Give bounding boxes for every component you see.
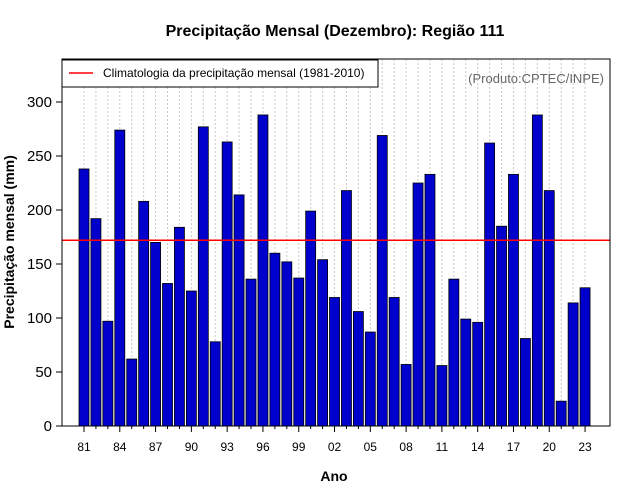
bar-16 (496, 225, 507, 427)
bar-05 (364, 331, 376, 427)
bar-18 (520, 338, 531, 427)
bar-13 (460, 318, 472, 427)
bar-99 (293, 277, 305, 427)
y-axis: 0 50 100 150 200 250 300 (27, 94, 62, 435)
bar-91 (197, 126, 209, 427)
bar-97 (269, 252, 281, 427)
x-tick-label: 87 (149, 440, 163, 454)
bar-07 (388, 297, 400, 427)
bar-84 (114, 129, 126, 427)
bar-98 (281, 261, 293, 427)
bar-02 (329, 297, 340, 427)
product-credit: (Produto:CPTEC/INPE) (468, 71, 604, 86)
x-tick-label: 93 (220, 440, 234, 454)
bar-86 (138, 200, 150, 427)
bar-22 (567, 302, 579, 427)
x-tick-label: 02 (328, 440, 342, 454)
bar-93 (221, 141, 233, 427)
x-tick-label: 90 (185, 440, 199, 454)
x-axis-label: Ano (320, 468, 347, 484)
y-tick-label: 300 (27, 94, 52, 111)
x-tick-label: 84 (113, 440, 127, 454)
bar-03 (341, 190, 352, 427)
bar-88 (162, 283, 173, 427)
x-tick-label: 05 (364, 440, 378, 454)
bar-09 (412, 182, 424, 427)
bar-83 (102, 320, 114, 427)
legend: Climatologia da precipitação mensal (198… (61, 59, 379, 88)
bar-92 (209, 341, 221, 427)
y-tick-label: 100 (27, 310, 52, 327)
bar-19 (531, 114, 543, 427)
bar-96 (257, 114, 269, 427)
x-tick-label: 11 (436, 440, 449, 454)
y-tick-label: 0 (44, 418, 52, 435)
bar-85 (126, 358, 138, 427)
y-tick-label: 250 (27, 148, 52, 165)
bar-14 (472, 321, 484, 427)
legend-label: Climatologia da precipitação mensal (198… (103, 66, 364, 80)
bar-95 (245, 278, 257, 427)
x-tick-label: 14 (471, 440, 485, 454)
x-tick-label: 99 (292, 440, 306, 454)
bar-89 (174, 226, 185, 427)
bar-21 (555, 400, 567, 427)
bar-20 (543, 190, 555, 427)
x-tick-label: 08 (399, 440, 413, 454)
bar-06 (376, 135, 388, 427)
bar-17 (508, 173, 519, 427)
bar-23 (579, 287, 591, 427)
x-tick-label: 17 (507, 440, 521, 454)
y-tick-label: 200 (27, 202, 52, 219)
bar-10 (424, 173, 436, 427)
bar-08 (400, 364, 412, 427)
y-tick-label: 150 (27, 256, 52, 273)
x-tick-label: 23 (578, 440, 592, 454)
bar-15 (484, 142, 496, 427)
bar-01 (317, 259, 329, 427)
bar-12 (448, 278, 460, 427)
bar-90 (185, 290, 197, 427)
x-tick-label: 96 (256, 440, 270, 454)
bar-11 (436, 365, 448, 427)
y-axis-label: Precipitação mensal (mm) (1, 155, 17, 329)
chart-title: Precipitação Mensal (Dezembro): Região 1… (166, 23, 505, 40)
plot-frame (61, 58, 611, 427)
bar-82 (90, 218, 102, 427)
bar-81 (78, 168, 90, 427)
bar-94 (233, 194, 245, 427)
y-tick-label: 50 (35, 364, 52, 381)
x-tick-label: 20 (543, 440, 557, 454)
bar-87 (150, 241, 161, 427)
x-tick-label: 81 (77, 440, 91, 454)
bar-00 (305, 210, 317, 427)
bars (78, 114, 591, 427)
bar-04 (352, 311, 364, 427)
legend-box (61, 59, 379, 88)
x-axis: 81 84 87 90 93 96 99 02 05 08 11 14 17 20 23 (77, 426, 592, 454)
